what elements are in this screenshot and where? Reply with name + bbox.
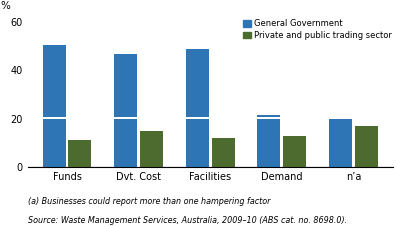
Bar bbox=[212, 138, 235, 167]
Legend: General Government, Private and public trading sector: General Government, Private and public t… bbox=[243, 19, 392, 40]
Y-axis label: %: % bbox=[1, 1, 11, 11]
Bar bbox=[68, 141, 91, 167]
Bar bbox=[186, 49, 209, 117]
Bar bbox=[42, 44, 66, 117]
Bar bbox=[329, 118, 352, 167]
Text: (a) Businesses could report more than one hampering factor: (a) Businesses could report more than on… bbox=[28, 197, 270, 207]
Bar bbox=[283, 136, 306, 167]
Bar bbox=[186, 118, 209, 167]
Bar bbox=[114, 54, 137, 117]
Bar bbox=[355, 126, 378, 167]
Bar bbox=[258, 118, 280, 167]
Text: Source: Waste Management Services, Australia, 2009–10 (ABS cat. no. 8698.0).: Source: Waste Management Services, Austr… bbox=[28, 216, 347, 225]
Bar bbox=[114, 118, 137, 167]
Bar bbox=[42, 118, 66, 167]
Bar bbox=[258, 115, 280, 117]
Bar bbox=[140, 131, 163, 167]
